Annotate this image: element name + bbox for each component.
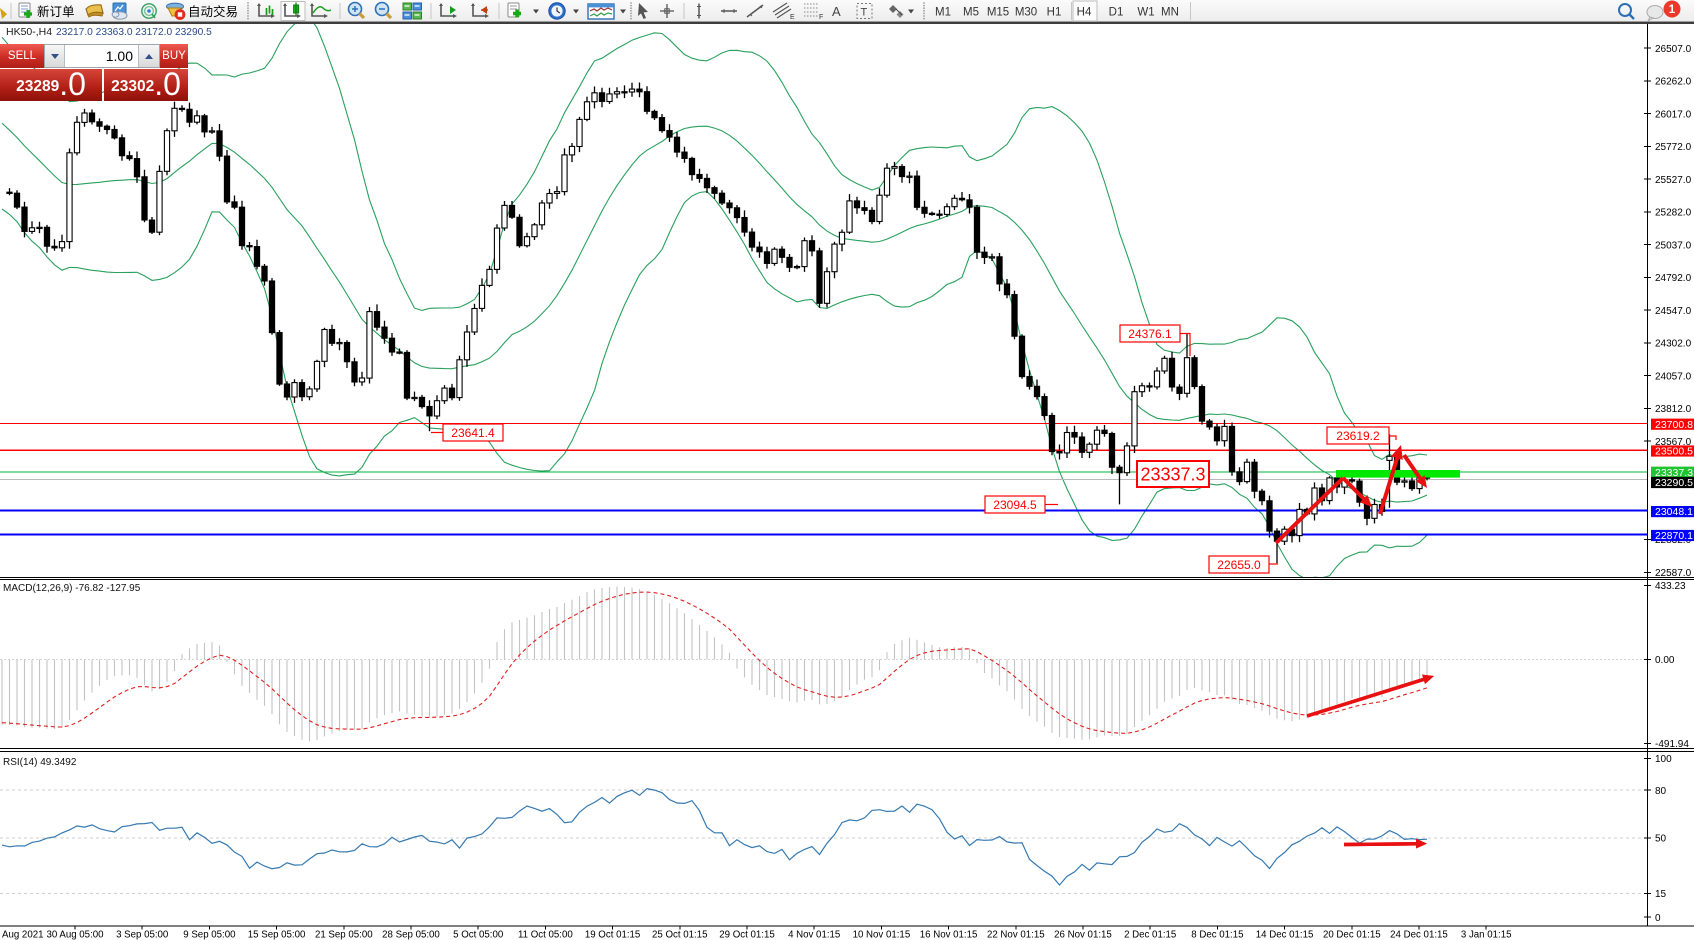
svg-text:23048.1: 23048.1 bbox=[1655, 506, 1693, 518]
svg-text:E: E bbox=[790, 14, 795, 21]
svg-text:H4: H4 bbox=[1077, 7, 1092, 19]
svg-text:23500.5: 23500.5 bbox=[1655, 446, 1693, 458]
svg-text:23812.0: 23812.0 bbox=[1655, 404, 1692, 415]
svg-text:15: 15 bbox=[1655, 889, 1667, 900]
svg-text:26017.0: 26017.0 bbox=[1655, 109, 1692, 120]
svg-text:MACD(12,26,9) -76.82 -127.95: MACD(12,26,9) -76.82 -127.95 bbox=[3, 583, 141, 594]
svg-text:M30: M30 bbox=[1015, 7, 1037, 19]
svg-text:14 Dec 01:15: 14 Dec 01:15 bbox=[1256, 930, 1314, 940]
svg-text:21 Sep 05:00: 21 Sep 05:00 bbox=[315, 930, 373, 940]
svg-text:25037.0: 25037.0 bbox=[1655, 240, 1692, 251]
svg-text:4 Nov 01:15: 4 Nov 01:15 bbox=[788, 930, 840, 940]
svg-text:0: 0 bbox=[1655, 913, 1661, 924]
svg-text:23337.3: 23337.3 bbox=[1140, 464, 1205, 484]
svg-text:3 Jan 01:15: 3 Jan 01:15 bbox=[1461, 930, 1512, 940]
svg-text:23217.0 23363.0 23172.0 23290.: 23217.0 23363.0 23172.0 23290.5 bbox=[56, 27, 212, 38]
svg-text:8 Dec 01:15: 8 Dec 01:15 bbox=[1191, 930, 1243, 940]
svg-text:W1: W1 bbox=[1137, 7, 1154, 19]
svg-text:23337.3: 23337.3 bbox=[1655, 467, 1693, 479]
svg-text:24302.0: 24302.0 bbox=[1655, 339, 1692, 350]
svg-text:A: A bbox=[832, 4, 841, 19]
svg-text:50: 50 bbox=[1655, 833, 1667, 844]
svg-text:0.00: 0.00 bbox=[1655, 655, 1675, 666]
svg-text:-491.94: -491.94 bbox=[1655, 739, 1689, 750]
svg-text:23700.8: 23700.8 bbox=[1655, 419, 1693, 431]
svg-text:22870.1: 22870.1 bbox=[1655, 530, 1693, 542]
svg-text:23641.4: 23641.4 bbox=[451, 426, 495, 440]
svg-text:100: 100 bbox=[1655, 754, 1672, 765]
svg-text:23290.5: 23290.5 bbox=[1655, 477, 1693, 489]
svg-text:23567.0: 23567.0 bbox=[1655, 437, 1692, 448]
svg-text:22 Nov 01:15: 22 Nov 01:15 bbox=[987, 930, 1045, 940]
svg-text:M15: M15 bbox=[987, 7, 1009, 19]
svg-text:10 Nov 01:15: 10 Nov 01:15 bbox=[853, 930, 911, 940]
svg-text:20 Dec 01:15: 20 Dec 01:15 bbox=[1323, 930, 1381, 940]
svg-text:3 Sep 05:00: 3 Sep 05:00 bbox=[116, 930, 169, 940]
svg-text:RSI(14) 49.3492: RSI(14) 49.3492 bbox=[3, 757, 77, 768]
svg-text:15 Sep 05:00: 15 Sep 05:00 bbox=[248, 930, 306, 940]
svg-text:新订单: 新订单 bbox=[37, 4, 75, 19]
svg-text:11 Oct 05:00: 11 Oct 05:00 bbox=[518, 930, 573, 940]
svg-text:28 Sep 05:00: 28 Sep 05:00 bbox=[382, 930, 440, 940]
svg-text:H1: H1 bbox=[1047, 7, 1062, 19]
svg-text:D1: D1 bbox=[1109, 7, 1124, 19]
svg-text:23619.2: 23619.2 bbox=[1336, 429, 1380, 443]
svg-text:24792.0: 24792.0 bbox=[1655, 273, 1692, 284]
svg-text:433.23: 433.23 bbox=[1655, 581, 1686, 592]
svg-text:25527.0: 25527.0 bbox=[1655, 175, 1692, 186]
svg-text:2 Dec 01:15: 2 Dec 01:15 bbox=[1124, 930, 1176, 940]
svg-text:25282.0: 25282.0 bbox=[1655, 208, 1692, 219]
svg-text:M1: M1 bbox=[935, 7, 951, 19]
svg-text:自动交易: 自动交易 bbox=[188, 4, 238, 19]
svg-text:24376.1: 24376.1 bbox=[1128, 327, 1172, 341]
svg-text:Aug 2021: Aug 2021 bbox=[2, 930, 43, 940]
svg-text:M5: M5 bbox=[963, 7, 979, 19]
svg-text:25772.0: 25772.0 bbox=[1655, 142, 1692, 153]
svg-text:80: 80 bbox=[1655, 786, 1667, 797]
svg-text:T: T bbox=[861, 7, 868, 19]
svg-text:F: F bbox=[819, 14, 823, 21]
svg-text:19 Oct 01:15: 19 Oct 01:15 bbox=[585, 930, 640, 940]
svg-text:24547.0: 24547.0 bbox=[1655, 306, 1692, 317]
svg-text:29 Oct 01:15: 29 Oct 01:15 bbox=[719, 930, 774, 940]
svg-text:25 Oct 01:15: 25 Oct 01:15 bbox=[652, 930, 707, 940]
svg-text:30 Aug 05:00: 30 Aug 05:00 bbox=[46, 930, 104, 940]
svg-text:MN: MN bbox=[1161, 7, 1179, 19]
svg-text:5 Oct 05:00: 5 Oct 05:00 bbox=[453, 930, 504, 940]
svg-text:16 Nov 01:15: 16 Nov 01:15 bbox=[920, 930, 978, 940]
svg-text:22655.0: 22655.0 bbox=[1217, 558, 1261, 572]
svg-text:9 Sep 05:00: 9 Sep 05:00 bbox=[183, 930, 236, 940]
svg-text:24057.0: 24057.0 bbox=[1655, 371, 1692, 382]
svg-text:26 Nov 01:15: 26 Nov 01:15 bbox=[1054, 930, 1112, 940]
svg-text:HK50-,H4: HK50-,H4 bbox=[6, 26, 52, 38]
svg-text:24 Dec 01:15: 24 Dec 01:15 bbox=[1390, 930, 1448, 940]
svg-text:22587.0: 22587.0 bbox=[1655, 568, 1692, 579]
svg-text:23094.5: 23094.5 bbox=[993, 498, 1037, 512]
svg-text:26507.0: 26507.0 bbox=[1655, 44, 1692, 55]
svg-text:1: 1 bbox=[1669, 4, 1676, 16]
svg-text:26262.0: 26262.0 bbox=[1655, 77, 1692, 88]
